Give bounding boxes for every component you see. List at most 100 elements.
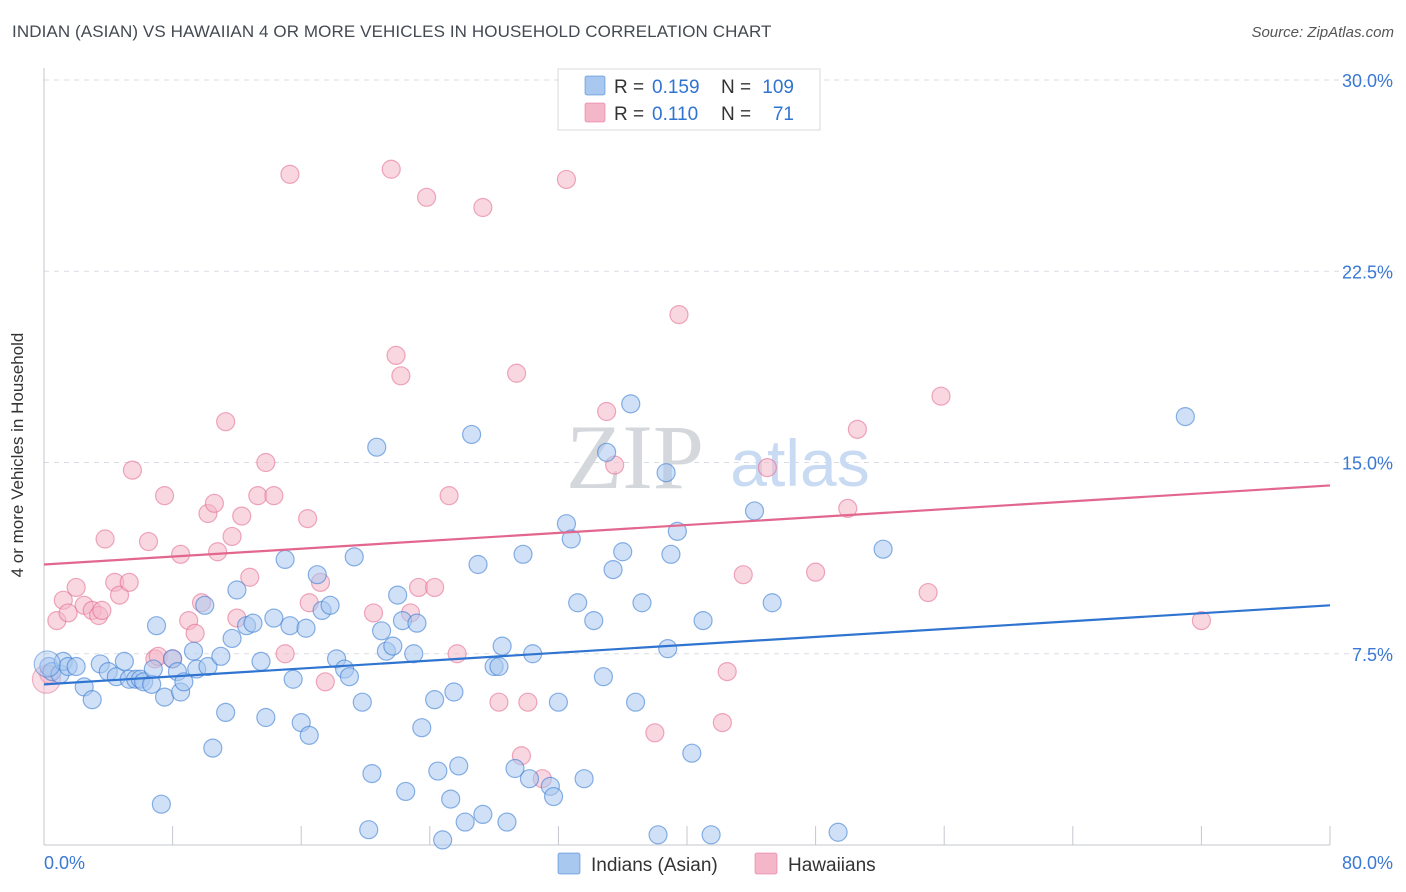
data-point: [648, 825, 668, 845]
data-point: [185, 623, 205, 643]
data-point: [320, 595, 340, 615]
y-tick-label: 7.5%: [1352, 645, 1393, 665]
data-point: [307, 565, 327, 585]
data-point-cluster: [33, 650, 61, 678]
data-point: [208, 542, 228, 562]
series-indians-asian: [33, 394, 1195, 850]
data-point: [362, 763, 382, 784]
data-point: [396, 781, 416, 802]
data-point: [58, 603, 78, 623]
data-point: [473, 197, 493, 218]
bottom-legend: Indians (Asian) Hawaiians: [557, 852, 876, 876]
data-point: [461, 424, 482, 445]
data-point: [275, 549, 295, 570]
y-tick-label: 30.0%: [1342, 71, 1393, 91]
data-point: [656, 463, 676, 483]
data-point: [275, 644, 295, 664]
data-point: [597, 401, 617, 422]
data-point: [468, 554, 488, 575]
data-point: [280, 164, 300, 184]
data-point: [1175, 407, 1195, 427]
data-point: [352, 692, 372, 712]
data-point: [367, 437, 387, 457]
data-point: [597, 442, 617, 462]
trend-line-hawaiians: [43, 484, 1331, 566]
data-point: [315, 672, 335, 692]
data-point: [757, 458, 777, 478]
data-point: [505, 758, 525, 779]
data-point: [95, 529, 115, 549]
legend-r-value: 0.110: [652, 104, 698, 125]
data-point: [146, 616, 167, 636]
data-point: [717, 661, 737, 682]
axes: [43, 68, 1331, 846]
data-point: [216, 412, 236, 432]
trend-lines: [43, 484, 1331, 686]
data-point: [407, 613, 427, 633]
data-point: [66, 656, 86, 677]
data-point: [568, 593, 588, 613]
data-point: [439, 486, 459, 506]
legend-r-label: R =: [614, 77, 644, 98]
data-point: [444, 682, 464, 702]
data-point: [762, 593, 782, 613]
data-point: [701, 825, 721, 845]
data-point: [931, 386, 951, 406]
data-point: [66, 577, 86, 598]
data-point: [425, 690, 445, 710]
data-point: [122, 460, 143, 480]
data-point: [661, 544, 681, 564]
bottom-legend-swatch-blue: [557, 852, 581, 875]
data-point: [283, 669, 303, 689]
data-point: [211, 646, 231, 666]
data-point: [873, 539, 893, 559]
legend-n-label: N =: [721, 77, 751, 98]
data-point: [561, 529, 581, 549]
data-point: [584, 610, 604, 631]
data-point: [154, 486, 175, 506]
data-point: [847, 419, 867, 439]
data-point: [658, 639, 678, 659]
data-point: [574, 769, 594, 789]
data-point: [473, 804, 493, 825]
data-point: [143, 659, 163, 679]
data-point: [174, 672, 194, 692]
data-point: [449, 756, 469, 776]
tick-labels: 7.5% 15.0% 22.5% 30.0% 0.0% 80.0%: [44, 71, 1393, 873]
data-point: [119, 572, 139, 592]
data-point: [805, 562, 826, 582]
data-point: [386, 345, 406, 365]
data-point: [256, 452, 276, 473]
data-point: [280, 616, 300, 636]
y-tick-label: 22.5%: [1342, 262, 1393, 282]
data-point: [645, 723, 665, 743]
gridlines: [44, 79, 1395, 655]
legend: R = 0.159 N = 109 R = 0.110 N = 71: [557, 68, 821, 131]
data-point: [693, 610, 713, 631]
data-point: [383, 636, 403, 656]
data-point: [733, 565, 753, 585]
data-point: [425, 577, 445, 598]
data-point: [513, 544, 533, 564]
data-point: [227, 580, 247, 600]
legend-r-label: R =: [614, 104, 644, 125]
data-point: [264, 608, 284, 628]
x-tick-label: 80.0%: [1342, 853, 1393, 873]
data-point: [455, 812, 475, 832]
data-point: [489, 656, 509, 677]
data-point: [92, 600, 112, 621]
data-point: [518, 692, 538, 712]
data-point: [203, 738, 223, 758]
data-point: [497, 812, 517, 832]
data-point: [204, 493, 224, 513]
data-point: [198, 656, 218, 677]
data-point: [428, 761, 448, 781]
x-tick-label: 0.0%: [44, 853, 85, 873]
data-point: [838, 498, 858, 518]
bottom-legend-label-indians: Indians (Asian): [591, 855, 718, 876]
data-point: [154, 687, 175, 707]
data-point: [507, 363, 527, 383]
data-point: [556, 169, 577, 190]
data-point: [299, 725, 319, 745]
data-point: [339, 667, 360, 687]
